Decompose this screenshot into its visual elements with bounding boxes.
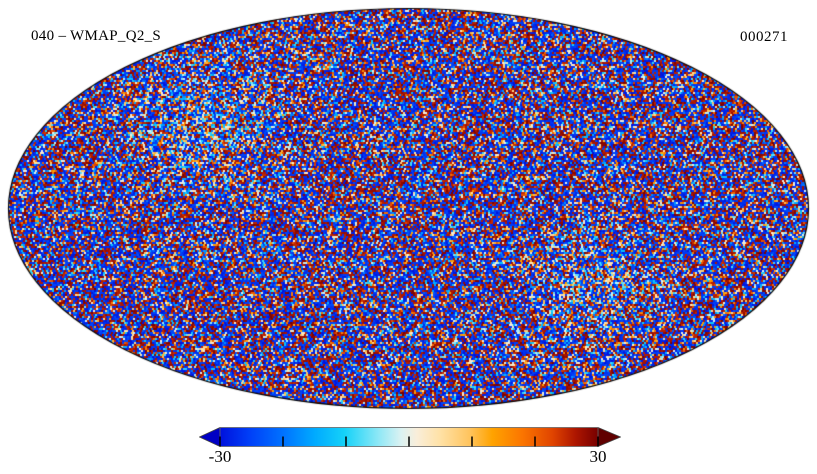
colorbar-max-label: 30 [590, 447, 607, 466]
frame-number: 000271 [740, 29, 788, 45]
map-title: 040 – WMAP_Q2_S [31, 28, 162, 44]
colorbar-min-label: -30 [209, 447, 232, 466]
colorbar: -30 30 [199, 427, 621, 466]
colorbar-left-arrow [199, 427, 221, 448]
colorbar-right-arrow [597, 427, 621, 448]
colorbar-ticks [219, 436, 599, 447]
mollweide-sky-map [0, 0, 817, 417]
